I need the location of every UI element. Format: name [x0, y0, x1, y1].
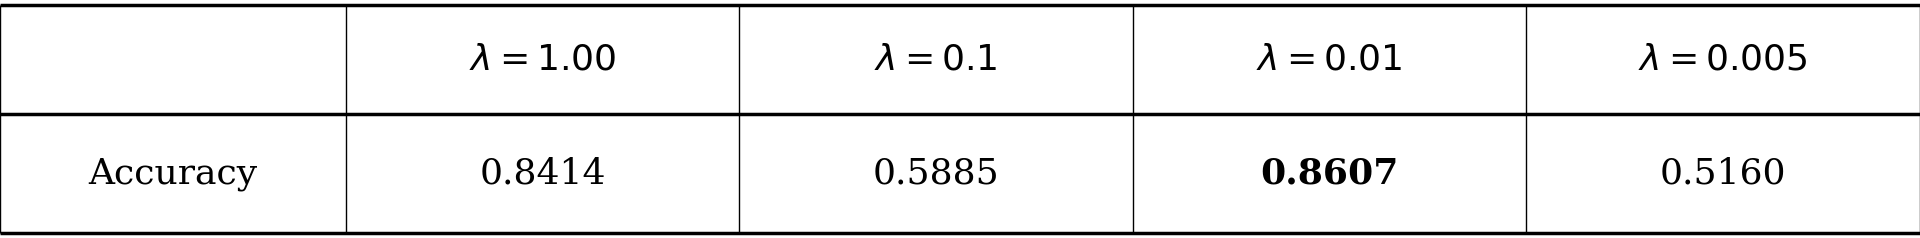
Text: 0.8414: 0.8414 [480, 157, 605, 191]
Text: $\lambda = 0.005$: $\lambda = 0.005$ [1638, 43, 1809, 76]
Text: 0.5885: 0.5885 [872, 157, 1000, 191]
Text: 0.8607: 0.8607 [1260, 157, 1400, 191]
Text: 0.5160: 0.5160 [1661, 157, 1786, 191]
Text: Accuracy: Accuracy [88, 157, 257, 191]
Text: $\lambda = 0.01$: $\lambda = 0.01$ [1256, 43, 1404, 76]
Text: $\lambda = 0.1$: $\lambda = 0.1$ [874, 43, 998, 76]
Text: $\lambda = 1.00$: $\lambda = 1.00$ [468, 43, 616, 76]
